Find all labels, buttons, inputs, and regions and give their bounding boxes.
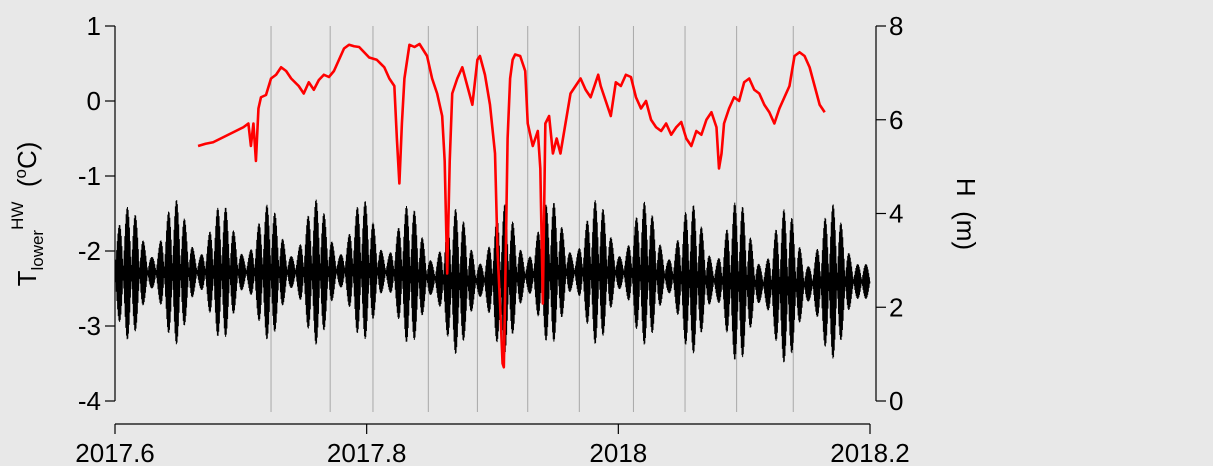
y-left-label-unit-close: C): [12, 142, 42, 169]
y-right-tick-label: 0: [889, 386, 903, 416]
axes: 1 0 -1 -2 -3 -4 2017.6 2017.8 2018 2018.2 8 6 4 2 0: [75, 11, 910, 466]
y-left-label-unit-open: (: [12, 178, 42, 201]
water-level-series: [114, 199, 871, 363]
y-left-tick-label: -2: [78, 236, 101, 266]
x-tick-label: 2018: [589, 438, 647, 466]
vertical-marker-lines: [270, 26, 794, 412]
x-tick-label: 2017.6: [75, 438, 155, 466]
water-level-line: [114, 199, 871, 363]
x-tick-label: 2018.2: [830, 438, 910, 466]
y-right-tick-label: 4: [889, 199, 903, 229]
y-left-axis-label: TlowerHW (oC): [8, 142, 47, 287]
y-right-axis-label: H (m): [951, 178, 981, 250]
temperature-line: [197, 42, 826, 369]
y-right-tick-label: 6: [889, 105, 903, 135]
temperature-series: [197, 42, 826, 369]
y-right-tick-label: 2: [889, 292, 903, 322]
x-tick-label: 2017.8: [327, 438, 407, 466]
y-right-tick-label: 8: [889, 11, 903, 41]
y-left-label-unit-sup: o: [11, 169, 30, 178]
y-left-tick-label: 1: [87, 11, 101, 41]
y-left-label-main: T: [12, 270, 42, 286]
y-left-tick-label: -1: [78, 161, 101, 191]
y-left-tick-label: -3: [78, 311, 101, 341]
y-left-tick-label: 0: [87, 86, 101, 116]
y-left-tick-label: -4: [78, 386, 101, 416]
y-left-label-sub: lower: [28, 230, 47, 271]
y-left-label-sup: HW: [8, 202, 27, 230]
